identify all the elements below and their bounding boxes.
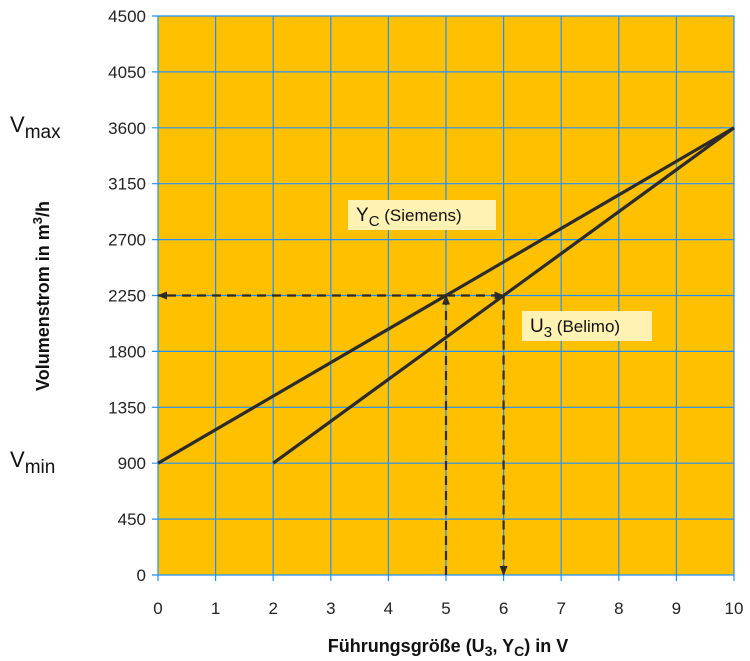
series-label-box: [348, 200, 496, 230]
series-label-box: [522, 311, 652, 341]
x-tick-label: 2: [268, 599, 277, 618]
y-tick-label: 4050: [108, 63, 146, 82]
y-tick-label: 450: [118, 510, 146, 529]
x-tick-label: 0: [153, 599, 162, 618]
annotation-min: Vmin: [10, 447, 55, 478]
x-tick-label: 1: [211, 599, 220, 618]
annotation-max: Vmax: [10, 112, 61, 143]
x-tick-label: 7: [556, 599, 565, 618]
series-label: U3 (Belimo): [530, 316, 620, 341]
series-label: YC (Siemens): [356, 205, 462, 230]
y-tick-labels: 0 450 900 1350 1800 2250 2700 3150 3600 4050 4500: [108, 7, 146, 585]
x-tick-label: 9: [672, 599, 681, 618]
y-tick-label: 2250: [108, 287, 146, 306]
y-tick-label: 4500: [108, 7, 146, 26]
y-tick-label: 900: [118, 454, 146, 473]
y-tick-label: 1800: [108, 342, 146, 361]
y-tick-label: 0: [137, 566, 146, 585]
x-tick-label: 8: [614, 599, 623, 618]
y-tick-label: 2700: [108, 231, 146, 250]
x-tick-label: 10: [725, 599, 744, 618]
series-labels: YC (Siemens) U3 (Belimo): [348, 200, 652, 341]
reference-lines: [157, 291, 508, 576]
x-axis-title: Führungsgröße (U3, YC) in V: [328, 636, 569, 659]
series-line-0: [157, 126, 735, 465]
y-axis-title: Volumenstrom in m3/h: [30, 201, 54, 391]
x-tick-labels: 0 1 2 3 4 5 6 7 8 9 10: [153, 599, 743, 618]
y-tick-label: 3600: [108, 119, 146, 138]
x-tick-label: 4: [384, 599, 393, 618]
annotations: Vmax Vmin: [10, 112, 61, 478]
y-tick-label: 1350: [108, 398, 146, 417]
series-line-1: [272, 126, 735, 465]
x-tick-label: 6: [499, 599, 508, 618]
x-tick-label: 5: [441, 599, 450, 618]
y-tick-label: 3150: [108, 175, 146, 194]
series-lines: [157, 126, 735, 465]
x-tick-label: 3: [326, 599, 335, 618]
